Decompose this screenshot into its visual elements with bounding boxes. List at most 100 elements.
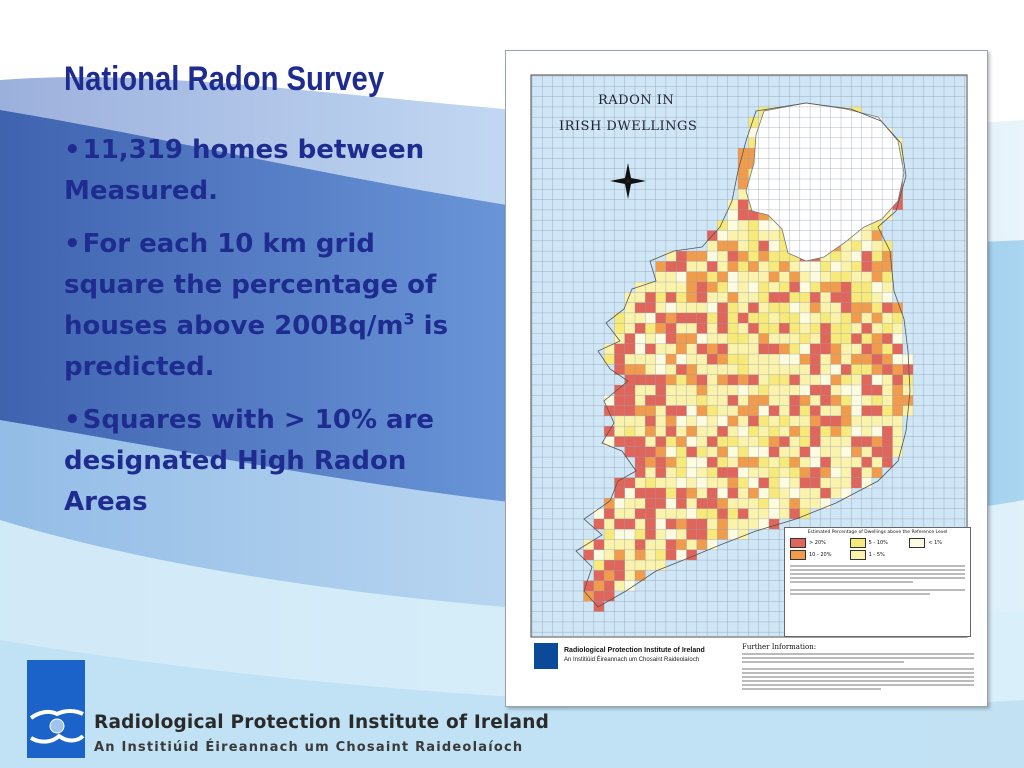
grid-square <box>820 374 831 385</box>
grid-square <box>604 354 615 365</box>
grid-square <box>676 467 687 478</box>
grid-square <box>830 415 841 427</box>
grid-square <box>727 488 738 499</box>
grid-square <box>779 477 790 488</box>
grid-square <box>665 529 677 540</box>
grid-square <box>851 395 862 406</box>
grid-square <box>686 333 697 344</box>
grid-square <box>861 261 872 272</box>
grid-square <box>717 395 728 406</box>
grid-square <box>861 292 872 303</box>
bullet-text: For each 10 km grid square the percentag… <box>64 229 437 341</box>
grid-square <box>830 395 841 406</box>
grid-square <box>624 405 635 416</box>
grid-square <box>614 539 625 550</box>
grid-square <box>676 282 687 293</box>
grid-square <box>635 343 646 355</box>
grid-square <box>738 405 749 416</box>
map-title-line2: IRISH DWELLINGS <box>559 119 698 134</box>
grid-square <box>758 395 769 406</box>
grid-square <box>861 240 872 252</box>
map-legend: Estimated Percentage of Dwellings above … <box>784 527 971 637</box>
grid-square <box>738 498 749 509</box>
grid-square <box>635 539 646 550</box>
grid-square <box>696 488 708 499</box>
grid-square <box>635 385 646 396</box>
legend-swatch <box>849 538 866 548</box>
grid-square <box>665 436 677 447</box>
grid-square <box>830 426 841 437</box>
grid-square <box>799 302 811 313</box>
grid-square <box>635 488 646 499</box>
grid-square <box>614 488 625 499</box>
grid-square <box>871 354 883 365</box>
grid-square <box>861 477 872 488</box>
grid-square <box>892 415 903 427</box>
grid-square <box>820 354 831 365</box>
grid-square <box>738 477 749 488</box>
grid-square <box>604 549 615 561</box>
grid-square <box>686 415 697 427</box>
grid-square <box>707 467 718 478</box>
grid-square <box>768 477 780 488</box>
grid-square <box>748 426 759 437</box>
legend-item: 10 - 20% <box>790 550 846 560</box>
grid-square <box>779 354 790 365</box>
grid-square <box>614 529 625 540</box>
grid-square <box>758 385 769 396</box>
grid-square <box>696 467 708 478</box>
grid-square <box>768 261 780 272</box>
grid-square <box>738 518 749 530</box>
grid-square <box>768 385 780 396</box>
grid-square <box>655 508 666 519</box>
grid-square <box>820 271 831 282</box>
grid-square <box>696 292 708 303</box>
grid-square <box>717 282 728 293</box>
grid-square <box>841 343 852 355</box>
grid-square <box>614 312 625 324</box>
grid-square <box>748 374 759 385</box>
grid-square <box>748 292 759 303</box>
grid-square <box>882 282 893 293</box>
grid-square <box>748 518 759 530</box>
grid-square <box>665 508 677 519</box>
grid-square <box>738 374 749 385</box>
grid-square <box>738 302 749 313</box>
grid-square <box>861 323 872 334</box>
grid-square <box>830 488 841 499</box>
grid-square <box>624 446 635 458</box>
grid-square <box>799 385 811 396</box>
grid-square <box>789 302 800 313</box>
grid-square <box>738 467 749 478</box>
grid-square <box>841 302 852 313</box>
grid-square <box>799 405 811 416</box>
grid-square <box>635 364 646 375</box>
grid-square <box>768 251 780 262</box>
grid-square <box>738 158 749 169</box>
grid-square <box>841 374 852 385</box>
grid-square <box>789 364 800 375</box>
grid-square <box>696 529 708 540</box>
grid-square <box>799 323 811 334</box>
grid-square <box>851 240 862 252</box>
grid-square <box>820 405 831 416</box>
grid-square <box>614 436 625 447</box>
grid-square <box>758 251 769 262</box>
grid-square <box>789 498 800 509</box>
compass-icon <box>610 163 646 199</box>
grid-square <box>882 312 893 324</box>
grid-square <box>841 354 852 365</box>
grid-square <box>758 354 769 365</box>
grid-square <box>748 323 759 334</box>
grid-square <box>717 240 728 252</box>
grid-square <box>902 364 914 375</box>
grid-square <box>727 426 738 437</box>
grid-square <box>727 302 738 313</box>
grid-square <box>841 271 852 282</box>
grid-square <box>727 220 738 231</box>
grid-square <box>717 436 728 447</box>
grid-square <box>645 477 656 488</box>
grid-square <box>810 343 821 355</box>
grid-square <box>768 333 780 344</box>
grid-square <box>624 395 635 406</box>
